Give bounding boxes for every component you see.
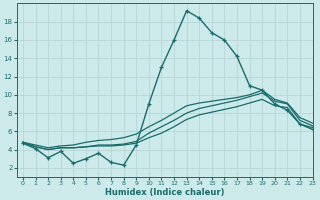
X-axis label: Humidex (Indice chaleur): Humidex (Indice chaleur) xyxy=(105,188,224,197)
